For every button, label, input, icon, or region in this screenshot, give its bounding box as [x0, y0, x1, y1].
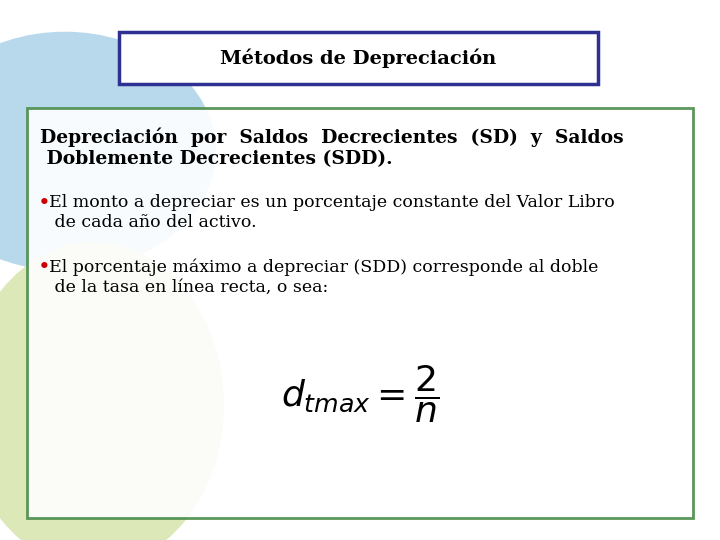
Text: •: • — [37, 192, 50, 213]
FancyBboxPatch shape — [119, 32, 598, 84]
Ellipse shape — [0, 32, 215, 270]
Text: El monto a depreciar es un porcentaje constante del Valor Libro: El monto a depreciar es un porcentaje co… — [49, 194, 615, 211]
Text: Doblemente Decrecientes (SDD).: Doblemente Decrecientes (SDD). — [40, 150, 392, 168]
FancyBboxPatch shape — [27, 108, 693, 518]
Text: •: • — [37, 257, 50, 278]
Text: Métodos de Depreciación: Métodos de Depreciación — [220, 48, 496, 68]
Text: El porcentaje máximo a depreciar (SDD) corresponde al doble: El porcentaje máximo a depreciar (SDD) c… — [49, 259, 598, 276]
Text: Depreciación  por  Saldos  Decrecientes  (SD)  y  Saldos: Depreciación por Saldos Decrecientes (SD… — [40, 128, 624, 147]
Text: $d_{tmax} = \dfrac{2}{n}$: $d_{tmax} = \dfrac{2}{n}$ — [281, 363, 439, 425]
Text: de cada año del activo.: de cada año del activo. — [49, 214, 256, 231]
Ellipse shape — [0, 243, 223, 540]
Text: de la tasa en línea recta, o sea:: de la tasa en línea recta, o sea: — [49, 279, 328, 296]
